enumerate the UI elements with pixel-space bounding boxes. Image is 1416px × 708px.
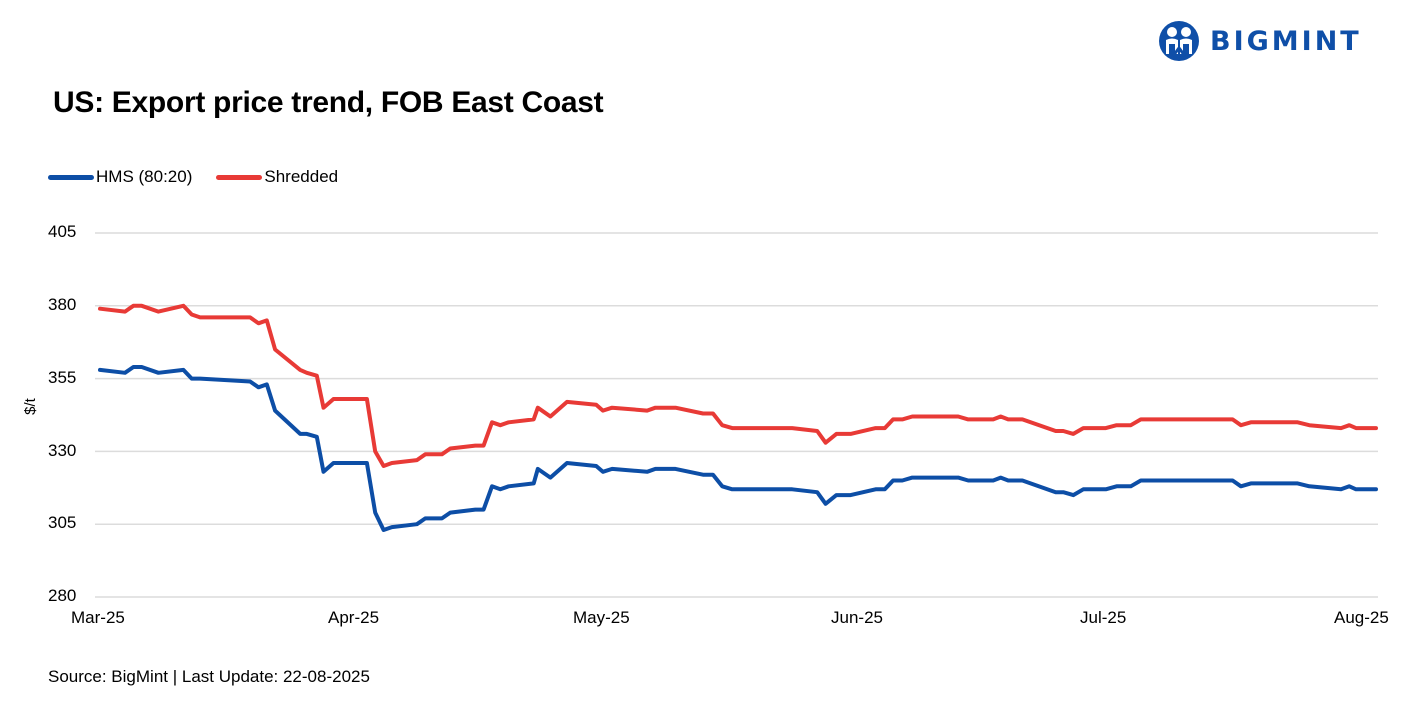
gridlines <box>95 232 1378 598</box>
source-note: Source: BigMint | Last Update: 22-08-202… <box>48 667 370 686</box>
legend-item-hms: HMS (80:20) <box>48 167 192 187</box>
y-tick-355: 355 <box>48 368 77 387</box>
legend-swatch-shredded <box>216 174 263 180</box>
series-line-hms-80-20- <box>98 365 1378 532</box>
chart-title: US: Export price trend, FOB East Coast <box>53 86 604 119</box>
x-tick-jul: Jul-25 <box>1080 608 1127 627</box>
x-tick-aug: Aug-25 <box>1334 608 1389 627</box>
y-tick-405: 405 <box>48 222 77 241</box>
chart-legend: HMS (80:20) Shredded <box>48 167 362 187</box>
bigmint-people-logo-icon <box>1159 21 1199 61</box>
x-tick-apr: Apr-25 <box>328 608 380 627</box>
legend-swatch-hms <box>48 174 94 180</box>
y-tick-380: 380 <box>48 295 77 314</box>
y-tick-280: 280 <box>48 586 77 605</box>
legend-label-shredded: Shredded <box>264 167 339 186</box>
bigmint-logo: BIGMINT <box>1158 20 1362 62</box>
series-line-shredded <box>98 303 1378 468</box>
x-tick-may: May-25 <box>573 608 630 627</box>
y-tick-330: 330 <box>48 441 77 460</box>
x-tick-mar: Mar-25 <box>71 608 125 627</box>
x-tick-jun: Jun-25 <box>831 608 883 627</box>
legend-label-hms: HMS (80:20) <box>96 167 193 186</box>
brand-name: BIGMINT <box>1210 25 1362 57</box>
y-tick-305: 305 <box>48 513 77 532</box>
legend-item-shredded: Shredded <box>216 167 338 187</box>
series-lines <box>98 303 1378 532</box>
